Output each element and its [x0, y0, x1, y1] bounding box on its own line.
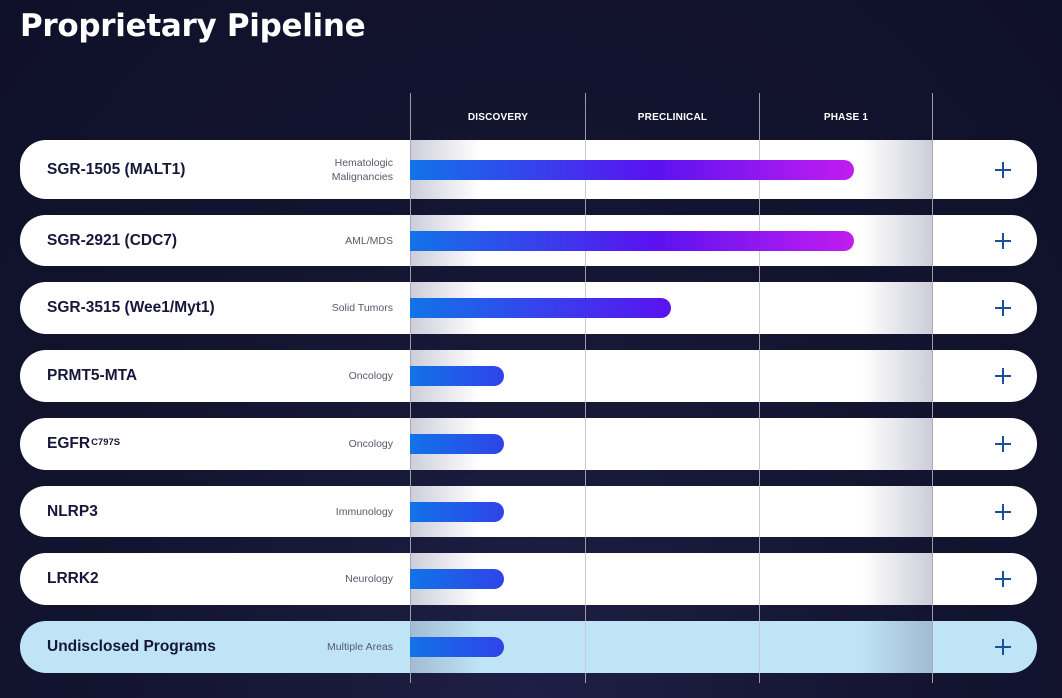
- phase-cell-divider: [585, 350, 586, 402]
- program-row[interactable]: SGR-3515 (Wee1/Myt1) Solid Tumors: [20, 282, 1037, 334]
- column-shade: [862, 140, 933, 199]
- progress-bar: [410, 569, 504, 589]
- progress-bar: [410, 230, 854, 251]
- program-row[interactable]: Undisclosed Programs Multiple Areas: [20, 621, 1037, 673]
- phase-header-preclinical: PRECLINICAL: [637, 111, 708, 123]
- page-title: Proprietary Pipeline: [20, 8, 366, 44]
- therapeutic-area-line: Oncology: [348, 370, 393, 382]
- program-name: PRMT5-MTA: [47, 350, 137, 402]
- phase-cell-divider: [932, 418, 933, 470]
- phase-cell-divider: [759, 350, 760, 402]
- column-shade: [862, 418, 933, 470]
- therapeutic-area-line: AML/MDS: [345, 234, 393, 247]
- column-shade: [862, 621, 933, 673]
- phase-cell-divider: [585, 553, 586, 605]
- phase-cell-divider: [759, 553, 760, 605]
- phase-cell-divider: [932, 282, 933, 334]
- progress-bar: [410, 366, 504, 386]
- therapeutic-area: Multiple Areas: [273, 621, 393, 673]
- program-name: LRRK2: [47, 553, 99, 605]
- phase-cell-divider: [932, 553, 933, 605]
- program-name-text: PRMT5-MTA: [47, 367, 138, 384]
- phase-cell-divider: [759, 486, 760, 537]
- program-name-superscript: C797S: [91, 436, 121, 448]
- phase-header-discovery: DISCOVERY: [467, 111, 529, 123]
- phase-cell-divider: [585, 486, 586, 537]
- program-name-text: SGR-2921 (CDC7): [47, 231, 178, 249]
- program-row[interactable]: EGFR C797S Oncology: [20, 418, 1037, 470]
- phase-cell-divider: [759, 621, 760, 673]
- program-row[interactable]: PRMT5-MTA Oncology: [20, 350, 1037, 402]
- program-name: NLRP3: [47, 486, 98, 537]
- plus-icon[interactable]: [995, 503, 1011, 520]
- therapeutic-area: Solid Tumors: [273, 282, 393, 334]
- program-name: EGFR C797S: [47, 418, 120, 470]
- plus-icon[interactable]: [995, 300, 1011, 316]
- therapeutic-area: Hematologic Malignancies: [273, 140, 393, 199]
- program-name-text: LRRK2: [47, 570, 99, 587]
- program-row[interactable]: NLRP3 Immunology: [20, 486, 1037, 537]
- therapeutic-area-line: Multiple Areas: [327, 641, 393, 653]
- therapeutic-area: Oncology: [273, 350, 393, 402]
- program-name-text: NLRP3: [47, 502, 98, 520]
- phase-cell-divider: [585, 418, 586, 470]
- phase-header-phase-1: PHASE 1: [823, 111, 869, 123]
- column-shade: [862, 553, 933, 605]
- plus-icon[interactable]: [995, 571, 1011, 587]
- program-name: SGR-1505 (MALT1): [47, 140, 185, 199]
- progress-bar: [410, 159, 854, 180]
- plus-icon[interactable]: [995, 232, 1011, 249]
- phase-cell-divider: [759, 418, 760, 470]
- program-name-text: Undisclosed Programs: [47, 638, 216, 655]
- plus-icon[interactable]: [995, 161, 1011, 178]
- phase-cell-divider: [932, 140, 933, 199]
- column-shade: [862, 282, 933, 334]
- therapeutic-area-line: Hematologic: [334, 156, 393, 169]
- program-row[interactable]: LRRK2 Neurology: [20, 553, 1037, 605]
- program-name: Undisclosed Programs: [47, 621, 216, 673]
- plus-icon[interactable]: [995, 368, 1011, 384]
- therapeutic-area: Neurology: [273, 553, 393, 605]
- column-shade: [862, 350, 933, 402]
- program-name-text: SGR-1505 (MALT1): [47, 160, 186, 178]
- plus-icon[interactable]: [995, 639, 1011, 655]
- program-name-text: SGR-3515 (Wee1/Myt1): [47, 299, 215, 316]
- phase-cell-divider: [932, 350, 933, 402]
- column-shade: [862, 215, 933, 266]
- progress-bar: [410, 501, 504, 522]
- program-row[interactable]: SGR-2921 (CDC7) AML/MDS: [20, 215, 1037, 266]
- phase-cell-divider: [932, 215, 933, 266]
- therapeutic-area: Immunology: [273, 486, 393, 537]
- phase-cell-divider: [585, 621, 586, 673]
- therapeutic-area: Oncology: [273, 418, 393, 470]
- therapeutic-area: AML/MDS: [273, 215, 393, 266]
- therapeutic-area-line: Neurology: [345, 573, 393, 585]
- program-row[interactable]: SGR-1505 (MALT1) Hematologic Malignancies: [20, 140, 1037, 199]
- phase-cell-divider: [932, 486, 933, 537]
- progress-bar: [410, 434, 504, 454]
- progress-bar: [410, 298, 671, 318]
- program-name-text: EGFR: [47, 435, 91, 452]
- therapeutic-area-line: Solid Tumors: [331, 302, 393, 314]
- therapeutic-area-line: Oncology: [348, 438, 393, 450]
- plus-icon[interactable]: [995, 436, 1011, 452]
- column-shade: [862, 486, 933, 537]
- therapeutic-area-line: Immunology: [335, 505, 393, 518]
- progress-bar: [410, 637, 504, 657]
- therapeutic-area-line: Malignancies: [331, 170, 393, 183]
- phase-cell-divider: [759, 282, 760, 334]
- program-name: SGR-3515 (Wee1/Myt1): [47, 282, 215, 334]
- phase-cell-divider: [932, 621, 933, 673]
- program-name: SGR-2921 (CDC7): [47, 215, 177, 266]
